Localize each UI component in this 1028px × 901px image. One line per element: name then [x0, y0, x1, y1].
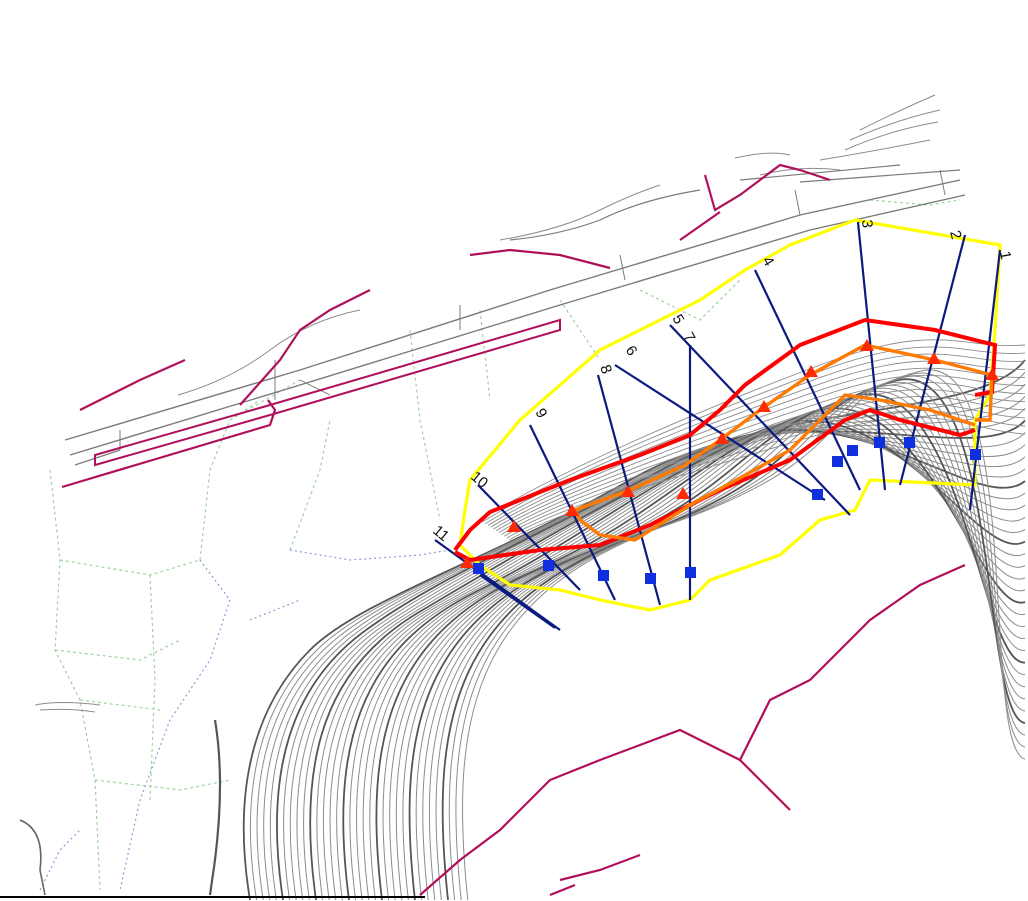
square-markers	[473, 437, 981, 584]
triangle-marker-icon	[804, 365, 818, 377]
drainage-lines	[61, 163, 966, 897]
cross-section-line-6	[614, 364, 826, 501]
triangle-marker-icon	[507, 520, 521, 532]
contour-line	[504, 403, 1026, 537]
triangle-marker-icon	[860, 339, 874, 351]
cross-section-line-4	[754, 269, 861, 491]
road-lines	[19, 164, 966, 896]
contour-line	[435, 381, 1026, 901]
square-marker-icon	[598, 570, 609, 581]
contour-line	[455, 372, 1026, 901]
upper-contours	[34, 94, 941, 713]
contour-line	[493, 374, 1026, 530]
contour-line	[402, 396, 1026, 901]
triangle-marker-icon	[985, 368, 999, 380]
cross-section-line-5	[669, 324, 851, 516]
square-marker-icon	[812, 489, 823, 500]
square-marker-icon	[832, 456, 843, 467]
red-line-lower	[454, 407, 976, 563]
contour-line	[362, 412, 1026, 901]
contour-line	[448, 375, 1026, 901]
stream-lines	[39, 549, 451, 891]
contour-line	[322, 426, 1026, 901]
contour-line	[501, 395, 1026, 535]
section-label-1: 1	[996, 250, 1014, 261]
contour-line	[482, 346, 1026, 523]
contour-line	[242, 359, 1026, 901]
contour-line	[329, 424, 1026, 901]
square-marker-icon	[473, 563, 484, 574]
contour-line	[422, 387, 1026, 901]
contour-line	[408, 393, 1026, 901]
contour-line	[296, 431, 1026, 901]
contour-line	[415, 390, 1026, 901]
contour-line	[382, 405, 1026, 901]
contour-line	[479, 339, 1026, 521]
contour-line	[498, 388, 1026, 533]
triangle-marker-icon	[927, 352, 941, 364]
red-line-upper	[453, 317, 998, 552]
square-marker-icon	[970, 449, 981, 460]
contour-line	[263, 395, 1026, 901]
square-marker-icon	[543, 560, 554, 571]
section-label-3: 3	[858, 219, 876, 229]
contour-line	[395, 399, 1026, 901]
triangle-marker-icon	[621, 485, 635, 497]
study-area-boundary	[458, 218, 1002, 612]
square-marker-icon	[847, 445, 858, 456]
cross-section-line-10	[477, 484, 581, 591]
triangle-markers	[460, 339, 999, 568]
contour-line	[283, 431, 1026, 901]
cross-section-line-11b	[479, 574, 556, 629]
contour-line	[495, 381, 1026, 532]
square-marker-icon	[685, 567, 696, 578]
cross-section-line-11	[434, 539, 561, 631]
triangle-marker-icon	[715, 432, 729, 444]
triangle-marker-icon	[565, 504, 579, 516]
contour-line	[276, 419, 1026, 901]
contour-line	[303, 430, 1026, 901]
contour-line	[375, 407, 1026, 901]
contour-line	[487, 360, 1026, 526]
contour-line	[389, 402, 1026, 901]
contour-line	[428, 384, 1026, 901]
triangle-marker-icon	[460, 556, 474, 568]
contour-line	[490, 367, 1026, 528]
square-marker-icon	[874, 437, 885, 448]
triangle-marker-icon	[757, 400, 771, 412]
square-marker-icon	[904, 437, 915, 448]
triangle-marker-icon	[676, 487, 690, 499]
square-marker-icon	[645, 573, 656, 584]
